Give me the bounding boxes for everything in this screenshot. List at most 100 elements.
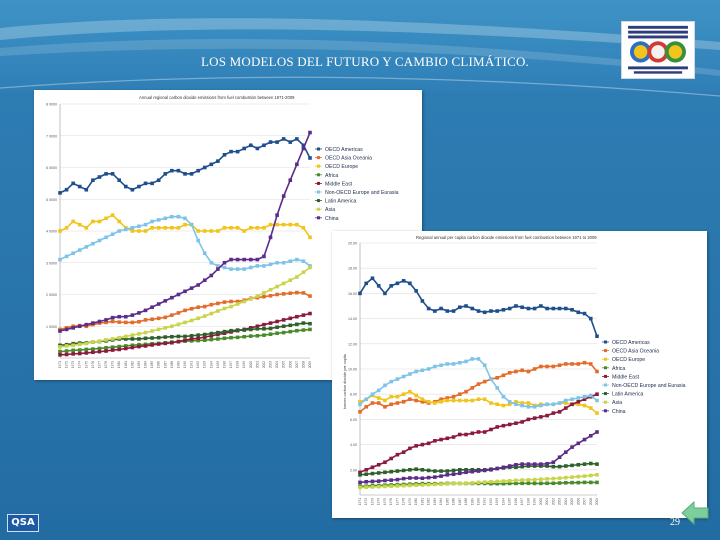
data-point	[364, 405, 369, 409]
data-point	[545, 477, 549, 481]
data-point	[414, 476, 418, 480]
data-point	[551, 460, 556, 465]
data-point	[408, 483, 412, 488]
x-tick-label: 2001	[545, 498, 549, 505]
data-point	[507, 399, 512, 404]
data-point	[426, 441, 431, 446]
data-point	[209, 311, 214, 316]
data-point	[445, 482, 450, 486]
data-point	[77, 351, 82, 356]
data-point	[222, 226, 227, 230]
x-tick-label: 1994	[209, 361, 213, 368]
x-tick-label: 1975	[84, 361, 88, 368]
data-point	[104, 349, 108, 353]
data-point	[445, 396, 450, 400]
data-point	[532, 405, 537, 409]
x-tick-label: 1986	[157, 361, 161, 368]
data-point	[176, 226, 181, 230]
data-point	[588, 461, 593, 466]
data-point	[170, 226, 174, 230]
data-point	[202, 304, 207, 309]
data-point	[248, 226, 253, 230]
data-point	[110, 213, 115, 217]
data-point	[255, 324, 260, 329]
data-point	[235, 302, 240, 306]
data-point	[370, 392, 375, 396]
y-tick-label: 1 0000	[46, 325, 57, 329]
x-tick-label: 1982	[130, 361, 134, 368]
data-point	[275, 260, 279, 265]
data-point	[464, 470, 468, 475]
data-point	[576, 441, 581, 446]
data-point	[401, 279, 406, 283]
data-point	[150, 181, 154, 186]
data-point	[489, 309, 493, 313]
data-point	[482, 379, 487, 384]
data-point	[532, 462, 537, 466]
data-point	[464, 468, 468, 472]
x-tick-label: 1972	[364, 498, 368, 505]
data-point	[564, 401, 568, 405]
data-point	[281, 318, 286, 322]
data-point	[595, 473, 599, 477]
data-point	[451, 398, 456, 403]
data-point	[117, 320, 122, 324]
data-point	[235, 335, 240, 340]
data-point	[588, 362, 593, 366]
data-point	[532, 416, 537, 420]
data-point	[202, 229, 207, 233]
data-point	[501, 394, 506, 399]
data-point	[495, 481, 500, 486]
data-point	[576, 396, 581, 400]
data-point	[143, 330, 148, 335]
data-point	[370, 276, 375, 281]
data-point	[117, 314, 122, 319]
data-point	[520, 464, 524, 469]
y-tick-label: 2.00	[350, 468, 357, 472]
x-tick-label: 1987	[163, 361, 167, 368]
x-tick-label: 1988	[170, 361, 174, 368]
data-point	[64, 226, 69, 230]
series-line	[359, 361, 598, 413]
data-point	[401, 468, 406, 473]
data-point	[117, 347, 122, 352]
data-point	[262, 333, 266, 337]
y-tick-label: 16.00	[348, 292, 357, 296]
data-point	[595, 392, 599, 396]
data-point	[457, 432, 462, 437]
data-point	[97, 339, 102, 343]
data-point	[275, 140, 279, 144]
data-point	[501, 373, 506, 378]
data-point	[595, 334, 599, 339]
data-point	[414, 444, 418, 448]
data-point	[526, 481, 531, 486]
data-point	[582, 394, 587, 399]
series-oecd-americas	[58, 137, 312, 195]
data-point	[295, 257, 299, 262]
data-point	[104, 338, 108, 342]
data-point	[170, 334, 174, 339]
data-point	[117, 344, 122, 349]
data-point	[97, 346, 102, 351]
x-tick-label: 2004	[275, 361, 279, 368]
data-point	[202, 338, 207, 343]
data-point	[130, 187, 135, 192]
data-point	[58, 349, 62, 354]
data-point	[209, 260, 214, 265]
return-button[interactable]	[680, 500, 710, 526]
data-point	[281, 292, 286, 296]
data-point	[520, 478, 524, 482]
x-tick-label: 2004	[564, 498, 568, 505]
data-point	[395, 469, 400, 473]
data-point	[242, 299, 247, 304]
data-point	[262, 291, 266, 295]
data-point	[370, 485, 375, 489]
x-tick-label: 1998	[526, 498, 530, 505]
data-point	[143, 229, 148, 233]
data-point	[489, 479, 493, 484]
x-tick-label: 1982	[427, 498, 431, 505]
data-point	[150, 343, 154, 347]
data-point	[408, 389, 412, 394]
x-tick-label: 1990	[183, 361, 187, 368]
data-point	[209, 302, 214, 307]
